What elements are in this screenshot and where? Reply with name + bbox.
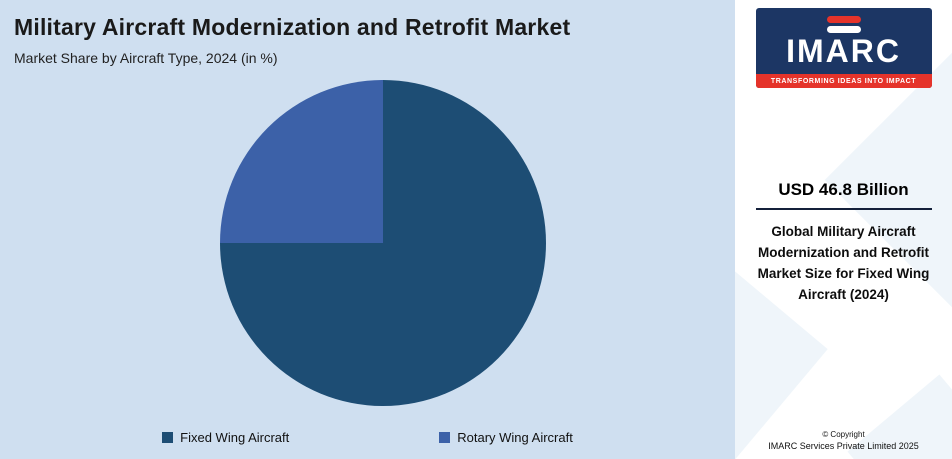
market-size-stat: USD 46.8 Billion Global Military Aircraf… xyxy=(749,180,939,306)
pie-chart xyxy=(220,80,546,406)
logo-white-bar-icon xyxy=(826,26,861,33)
logo-red-bar-icon xyxy=(826,16,861,23)
copyright: © Copyright IMARC Services Private Limit… xyxy=(735,430,952,451)
logo-text: IMARC xyxy=(786,33,901,69)
chart-subtitle: Market Share by Aircraft Type, 2024 (in … xyxy=(14,50,278,66)
legend-swatch-rotary-wing xyxy=(439,432,451,443)
chart-legend: Fixed Wing Aircraft Rotary Wing Aircraft xyxy=(0,430,735,445)
imarc-logo-mark-icon xyxy=(826,16,862,33)
logo-tagline: TRANSFORMING IDEAS INTO IMPACT xyxy=(755,74,932,88)
imarc-logo: IMARC TRANSFORMING IDEAS INTO IMPACT xyxy=(755,8,932,88)
stat-value: USD 46.8 Billion xyxy=(778,180,909,199)
stat-divider xyxy=(755,208,932,210)
legend-label-rotary-wing: Rotary Wing Aircraft xyxy=(457,430,573,445)
legend-swatch-fixed-wing xyxy=(162,432,174,443)
copyright-line1: © Copyright xyxy=(822,430,865,439)
copyright-line2: IMARC Services Private Limited 2025 xyxy=(768,441,919,451)
legend-item-rotary-wing: Rotary Wing Aircraft xyxy=(439,430,573,445)
legend-label-fixed-wing: Fixed Wing Aircraft xyxy=(180,430,290,445)
info-sidebar: IMARC TRANSFORMING IDEAS INTO IMPACT USD… xyxy=(735,0,952,459)
legend-item-fixed-wing: Fixed Wing Aircraft xyxy=(162,430,289,445)
page-title: Military Aircraft Modernization and Retr… xyxy=(14,14,571,40)
chart-area: Military Aircraft Modernization and Retr… xyxy=(0,0,735,459)
stat-description: Global Military Aircraft Modernization a… xyxy=(757,224,930,302)
